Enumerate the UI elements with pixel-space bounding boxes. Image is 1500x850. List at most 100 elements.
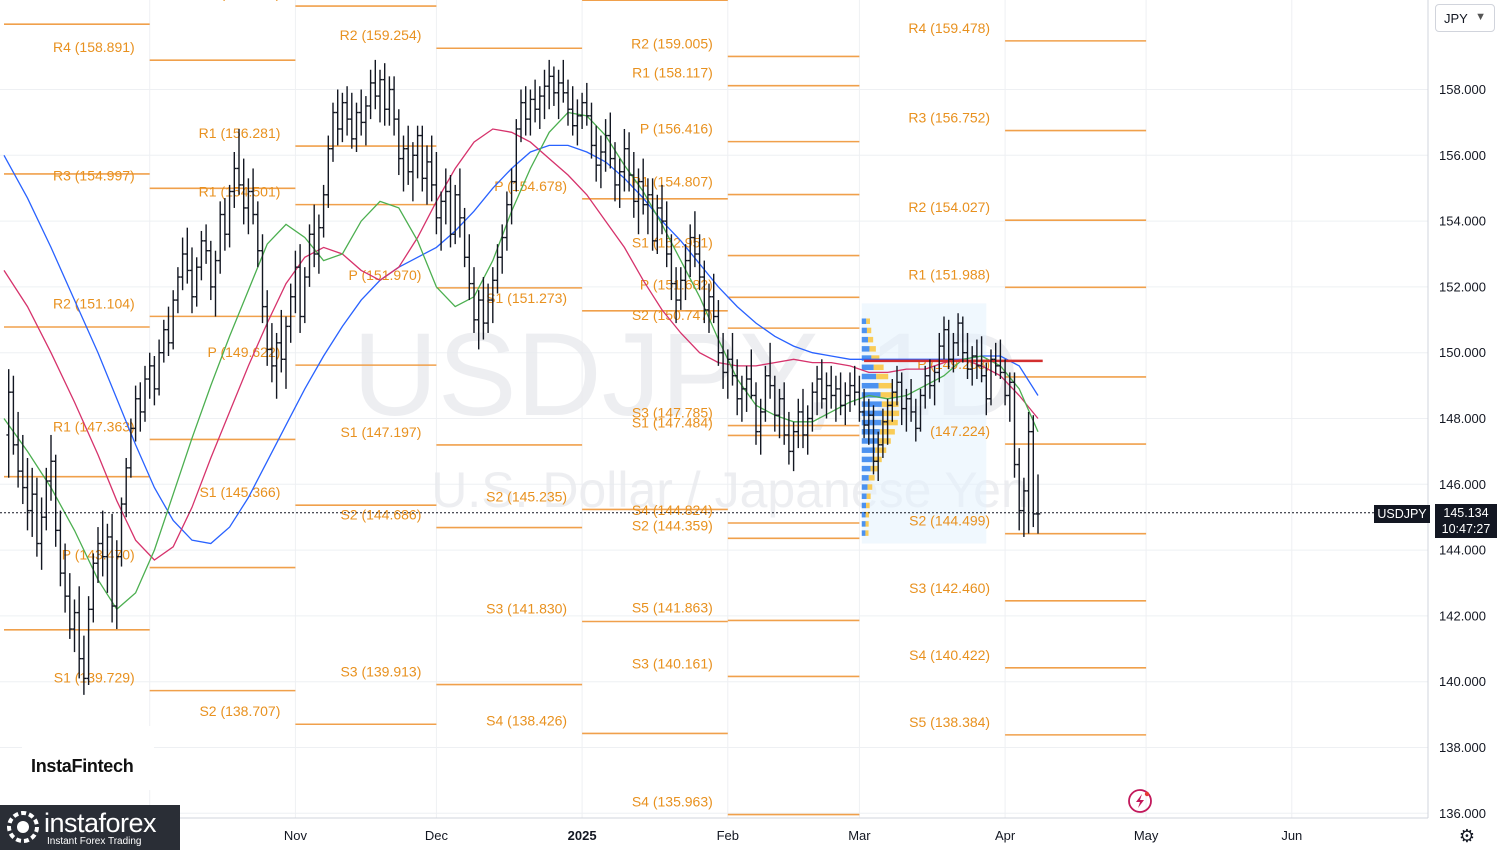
ohlc-bar	[608, 112, 613, 169]
ohlc-bar	[424, 145, 430, 205]
ohlc-bar	[288, 283, 293, 343]
price-tick-label: 140.000	[1439, 674, 1486, 689]
current-price-value: 145.134	[1443, 506, 1489, 520]
volume-profile-bar	[861, 429, 880, 435]
pivot-label: S2 (150.747)	[632, 307, 713, 323]
volume-profile-bar	[866, 502, 870, 509]
ohlc-bar	[335, 89, 340, 146]
ohlc-bar	[1007, 372, 1013, 422]
ohlc-bar	[744, 365, 749, 412]
ohlc-bar	[297, 244, 303, 333]
ma-fast-line	[3, 111, 1039, 611]
ohlc-bar	[565, 79, 571, 126]
ohlc-bar	[810, 382, 815, 432]
ohlc-bar	[885, 398, 890, 445]
ohlc-bar	[457, 168, 463, 238]
pivot-label: S5 (138.384)	[909, 714, 990, 730]
ohlc-bar	[72, 599, 77, 653]
pivot-label: R2 (160.537)	[199, 0, 281, 1]
ohlc-bar	[344, 86, 350, 136]
ohlc-bar	[984, 362, 989, 416]
ohlc-bar	[260, 234, 265, 324]
ohlc-bar	[650, 178, 655, 251]
ohlc-bar	[824, 372, 829, 419]
ohlc-bar	[95, 527, 101, 583]
settings-gear-icon[interactable]: ⚙	[1458, 826, 1476, 846]
ohlc-bar	[758, 398, 763, 455]
ohlc-bar	[579, 92, 585, 129]
ohlc-bar	[890, 379, 895, 422]
ohlc-bar	[67, 573, 73, 639]
currency-select[interactable]: JPY ▼	[1435, 4, 1495, 32]
pivot-label: R3 (154.997)	[53, 167, 135, 183]
volume-profile-bar	[868, 475, 875, 481]
ohlc-bar	[387, 76, 392, 126]
price-axis[interactable]: 136.000 138.000 140.000 142.000 144.000 146.0…	[1427, 0, 1500, 850]
pivot-label: P (154.678)	[494, 178, 567, 194]
flash-icon[interactable]	[1128, 789, 1152, 813]
volume-profile-bar	[881, 419, 898, 426]
ohlc-bar	[716, 300, 721, 366]
ohlc-bar	[664, 201, 669, 268]
pivot-label: R1 (147.363)	[53, 418, 135, 434]
ohlc-bar	[138, 382, 143, 432]
ohlc-bar	[828, 365, 834, 409]
ohlc-bar	[979, 336, 984, 383]
ohlc-bar	[495, 244, 500, 294]
ohlc-bar	[669, 234, 674, 301]
ohlc-bar	[241, 158, 246, 225]
time-tick-label: Mar	[848, 828, 871, 843]
volume-profile-bar	[878, 382, 893, 389]
volume-profile-bar	[872, 456, 882, 463]
pivot-label: S1 (145.366)	[199, 484, 280, 500]
ohlc-bar	[316, 214, 322, 274]
pivot-label: R2 (159.254)	[340, 27, 422, 43]
ohlc-bar	[490, 267, 496, 324]
time-axis[interactable]: OctNovDec2025FebMarAprMayJun	[0, 817, 1500, 850]
volume-profile-bar	[873, 364, 884, 371]
ohlc-bar	[217, 201, 223, 274]
time-tick-label: May	[1134, 828, 1159, 843]
ohlc-bar	[683, 244, 688, 301]
ohlc-bar	[452, 184, 458, 245]
ohlc-bar	[53, 454, 58, 547]
pivot-label: S2 (144.686)	[340, 507, 421, 523]
ohlc-bar	[734, 359, 740, 416]
ohlc-bar	[843, 382, 848, 426]
ohlc-bar	[6, 369, 11, 478]
ohlc-bar	[161, 319, 167, 363]
ohlc-bar	[904, 388, 909, 432]
volume-profile-bar	[861, 521, 866, 527]
pivot-label: S1 (151.273)	[486, 290, 567, 306]
ohlc-bar	[739, 375, 745, 422]
pivot-label: S4 (138.426)	[486, 712, 567, 728]
volume-profile-bar	[861, 438, 878, 444]
price-bars	[6, 59, 1041, 695]
ohlc-bar	[91, 553, 96, 623]
ohlc-bar	[448, 175, 453, 248]
volume-profile-bar	[866, 493, 871, 500]
volume-profile-bar	[861, 511, 866, 518]
pivot-label: R3 (156.752)	[908, 110, 990, 126]
time-tick-label: Apr	[995, 828, 1016, 843]
ohlc-bar	[467, 234, 472, 301]
ohlc-bar	[1016, 448, 1022, 531]
ohlc-bar	[34, 477, 40, 557]
ohlc-bar	[199, 230, 204, 281]
ohlc-bar	[410, 142, 416, 202]
pivot-label: S1 (147.197)	[340, 424, 421, 440]
ohlc-bar	[1012, 372, 1017, 478]
currency-value: JPY	[1444, 11, 1468, 26]
volume-profile-bar	[861, 530, 866, 536]
ohlc-bar	[279, 309, 284, 373]
ohlc-bar	[264, 290, 270, 366]
ohlc-bar	[114, 540, 120, 630]
price-tick-label: 144.000	[1439, 543, 1486, 558]
pivot-label: S2 (138.707)	[199, 703, 280, 719]
ohlc-bar	[899, 372, 904, 426]
ohlc-bar	[753, 382, 759, 445]
ohlc-bar	[706, 283, 712, 333]
ohlc-bar	[612, 142, 618, 202]
ohlc-bar	[951, 332, 956, 373]
